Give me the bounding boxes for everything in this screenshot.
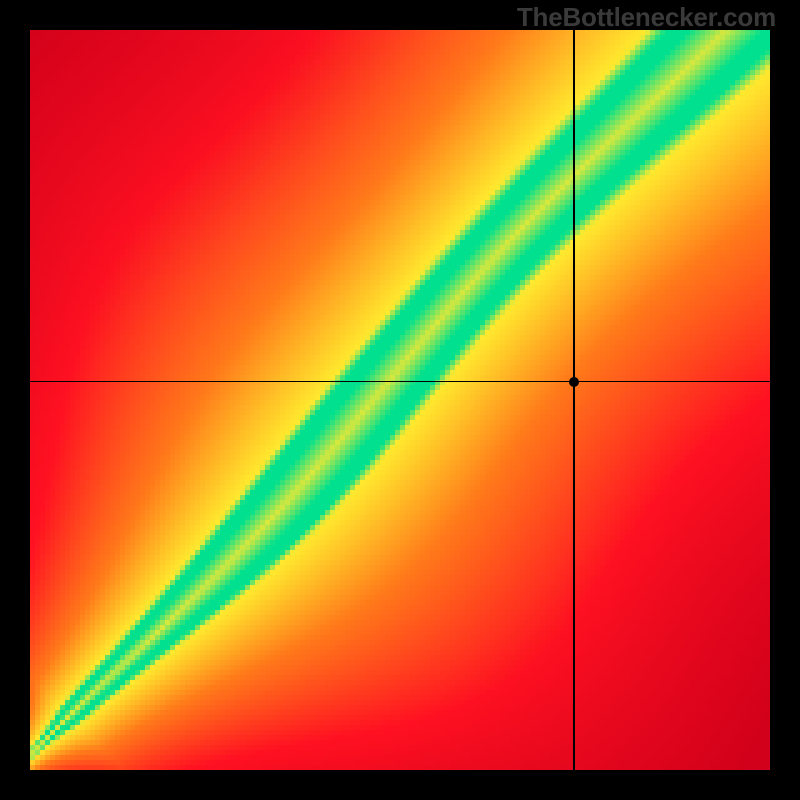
crosshair-horizontal [30, 381, 770, 383]
data-point-marker [569, 377, 579, 387]
crosshair-vertical [573, 30, 575, 770]
bottleneck-heatmap [30, 30, 770, 770]
watermark-text: TheBottlenecker.com [517, 2, 776, 33]
chart-container: TheBottlenecker.com [0, 0, 800, 800]
